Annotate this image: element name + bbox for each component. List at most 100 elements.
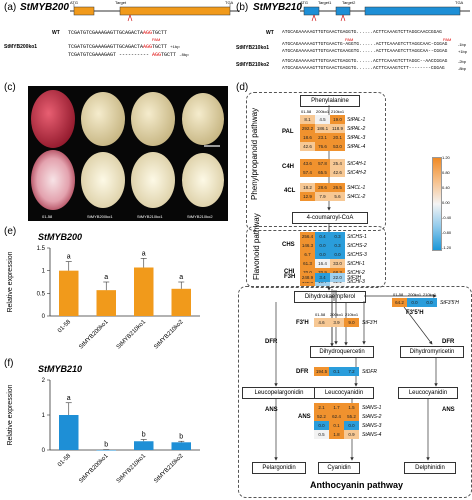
bar (134, 267, 154, 316)
heatmap-cell: 22.0 (330, 273, 345, 282)
heatmap-gene-name: StCHS-2 (347, 243, 367, 249)
significance-letter: b (104, 442, 108, 449)
heatmap-cell: 292.2 (300, 124, 315, 133)
x-tick-label: 01-58 (57, 319, 73, 335)
heatmap-cell: 62.4 (329, 412, 344, 421)
panel-a-atg: ATG (70, 0, 78, 5)
panel-a-gene: StMYB200 (20, 2, 69, 13)
flavonoid-box (246, 226, 386, 288)
heatmap-cell: 0.0 (315, 241, 330, 250)
heatmap-col-head: 01-58 (301, 109, 312, 114)
tuber-whole-210ko2 (182, 93, 224, 145)
tuber-photo (28, 86, 228, 221)
tuber-cut-210ko2 (182, 153, 224, 207)
heatmap-cell: 70.9 (315, 268, 330, 277)
heatmap-cell: 6.7 (300, 250, 315, 259)
heatmap-cell: 146.3 (300, 241, 315, 250)
heatmap-gene-name: StCHI-2 (347, 270, 365, 276)
significance-letter: a (142, 250, 146, 257)
heatmap-cell: 23.1 (315, 133, 330, 142)
tuber-label-2: StMYB210ko1 (137, 214, 163, 219)
heatmap-cell: 43.6 (300, 159, 315, 168)
bar (59, 270, 79, 316)
panel-a-wt-label: WT (52, 30, 60, 36)
panel-b-label: (b) (236, 2, 249, 13)
panel-b-ko2-label: StMYB210ko2 (236, 62, 270, 68)
enzyme-label-7: F3'5'H (406, 310, 424, 316)
y-tick-label: 0 (42, 448, 46, 454)
heatmap-cell: 55.2 (344, 412, 359, 421)
panel-a-pam: PAM (152, 37, 161, 42)
heatmap-cell: 64.2 (392, 298, 407, 307)
heatmap-gene-name: StANS-4 (362, 432, 382, 438)
bar (134, 441, 154, 450)
heatmap-cell: 18.6 (300, 133, 315, 142)
heatmap-cell: 61.3 (300, 259, 315, 268)
heatmap-gene-name: StC4H-1 (347, 161, 367, 167)
heatmap-col-head: 01-58 (315, 312, 326, 317)
metabolite-dhm: Dihydromyricetin (400, 346, 464, 358)
chart-f: StMYB210 Relative expression 0 1 2 a 01-58 b StM… (7, 364, 200, 485)
heatmap-cell: 4.5 (315, 115, 330, 124)
heatmap-gene-name: StCHI-1 (347, 261, 365, 267)
x-tick-label: StMYB210ko1 (116, 453, 148, 485)
heatmap-cell: 7.9 (315, 192, 330, 201)
panel-c-label: (c) (4, 82, 16, 93)
panel-b-gene-model (300, 6, 470, 22)
enzyme-label-9: DFR (296, 369, 309, 375)
significance-letter: b (179, 433, 183, 440)
heatmap-legend-bar (432, 157, 442, 251)
metabolite-cyanidin: Cyanidin (318, 462, 360, 474)
heatmap-col-head: 01-58 (393, 292, 404, 297)
heatmap-cell: 68.3 (330, 268, 345, 277)
heatmap-cell: 4.6 (314, 318, 329, 327)
enzyme-c4h: C4H (282, 164, 295, 170)
x-tick-label: 01-58 (57, 453, 73, 469)
heatmap-cell: 0.5 (314, 430, 329, 439)
heatmap-cell: 0.0 (407, 298, 422, 307)
bar (59, 415, 79, 450)
heatmap-cell: 0.1 (329, 367, 344, 376)
panel-b-ko2-note1: -2bp (458, 59, 467, 64)
panel-b-pam2: PAM (443, 37, 452, 42)
x-tick-label: StMYB210ko1 (116, 319, 148, 351)
y-tick-label: 0 (42, 314, 46, 320)
metabolite-coa: 4-coumaroyl-CoA (292, 212, 368, 224)
tuber-whole-210ko1 (131, 92, 175, 146)
heatmap-gene-name: StPAL-4 (347, 144, 366, 150)
panel-b-ko2-note2: -8bp (458, 66, 467, 71)
panel-b-ko1-seq2: ATGCAGAAAAAGTTGTGAACTGAAGGTG......ACTTCA… (282, 49, 448, 54)
metabolite-pelargonidin: Pelargonidin (252, 462, 306, 474)
heatmap-gene-name: StCHS-3 (347, 252, 367, 258)
tuber-cut-210ko1 (131, 152, 175, 208)
heatmap-cell: 26.5 (330, 183, 345, 192)
chart-title: StMYB210 (38, 364, 82, 374)
legend-min: -1.20 (442, 245, 452, 250)
enzyme-dfr-1: DFR (265, 339, 278, 345)
panel-b-tga: TGA (455, 0, 464, 5)
legend-max: 1.20 (442, 155, 450, 160)
tuber-cut-200ko1 (81, 152, 125, 208)
panel-b-ko2-seq2: ATGCAGAAAAAGTTGTGAACTGAGGTG......ACTTCAA… (282, 66, 445, 71)
panel-b-ko1-note1: -1bp (458, 42, 467, 47)
significance-letter: b (142, 432, 146, 439)
panel-a-ko-label: StMYB200ko1 (4, 44, 38, 50)
heatmap-gene-name: StANS-3 (362, 423, 382, 429)
heatmap-cell: 20.1 (330, 133, 345, 142)
metabolite-leucocyanidin: Leucocyanidin (314, 387, 374, 399)
heatmap-col-head: 200ko1 (316, 109, 330, 114)
enzyme-f3h: F3H (284, 273, 296, 280)
panel-a-gene-model (70, 4, 240, 22)
heatmap-cell: 33.0 (330, 259, 345, 268)
heatmap-cell: 9.0 (344, 318, 359, 327)
heatmap-cell: 7.2 (344, 367, 359, 376)
y-tick-label: 0.5 (37, 291, 46, 297)
heatmap-cell: 25.4 (330, 159, 345, 168)
significance-letter: a (104, 274, 108, 281)
significance-letter: a (67, 395, 71, 402)
y-axis-label: Relative expression (7, 251, 14, 312)
enzyme-fourcl: 4CL (284, 188, 296, 194)
panel-b-atg: ATG (300, 0, 308, 5)
heatmap-gene-name: StF3'5'H (440, 300, 459, 306)
panel-e-label: (e) (4, 226, 17, 237)
